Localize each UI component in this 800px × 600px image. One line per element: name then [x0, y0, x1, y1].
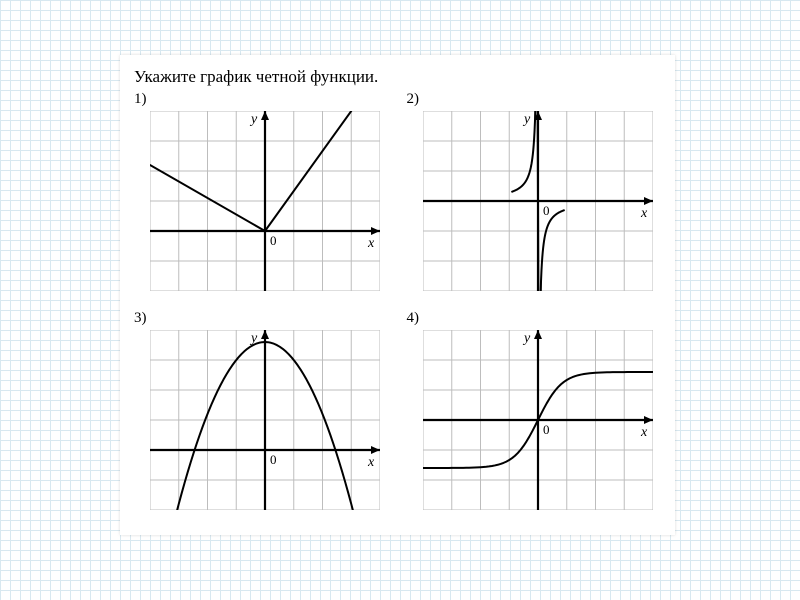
svg-text:0: 0 — [543, 203, 550, 218]
panel-4-label: 4) — [407, 310, 420, 327]
panel-2-label: 2) — [407, 91, 420, 108]
panel-1: 1) 0yx — [134, 95, 389, 296]
panel-3: 3) 0yx — [134, 314, 389, 515]
svg-text:0: 0 — [270, 233, 277, 248]
question-card: Укажите график четной функции. 1) 0 y x 2)… — [120, 55, 675, 535]
panel-3-label: 3) — [134, 310, 147, 327]
panel-1-label: 1) — [134, 91, 147, 108]
chart-1: 0 y x — [150, 111, 389, 296]
svg-text:y: y — [522, 331, 531, 346]
chart-2: 0 y x — [423, 111, 662, 296]
svg-text:y: y — [249, 112, 258, 127]
svg-text:y: y — [522, 112, 531, 127]
panel-2: 2) 0yx — [407, 95, 662, 296]
question-title: Укажите график четной функции. — [134, 67, 661, 87]
svg-text:x: x — [367, 455, 375, 470]
chart-3: 0yx — [150, 330, 389, 515]
svg-text:x: x — [640, 206, 648, 221]
svg-text:0: 0 — [270, 452, 277, 467]
svg-text:x: x — [367, 236, 375, 251]
svg-text:x: x — [640, 425, 648, 440]
panel-4: 4) 0yx — [407, 314, 662, 515]
chart-4: 0 y x — [423, 330, 662, 515]
chart-grid: 1) 0yx 2) 0yx 3) 0yx 4) 0yx — [134, 95, 661, 515]
svg-text:0: 0 — [543, 422, 550, 437]
